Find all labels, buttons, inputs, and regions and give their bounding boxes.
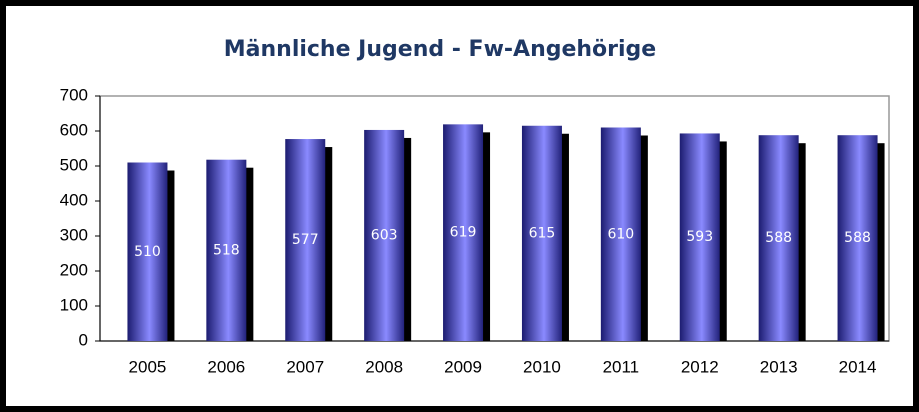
data-label: 619 (450, 225, 477, 241)
bar (600, 127, 641, 341)
x-tick-label: 2008 (365, 357, 403, 376)
data-label: 577 (292, 232, 319, 248)
data-label: 510 (134, 244, 161, 260)
bar (443, 124, 484, 341)
bar (206, 159, 247, 341)
x-tick-label: 2010 (523, 357, 561, 376)
bar (758, 135, 799, 341)
data-label: 588 (765, 230, 792, 246)
y-tick-label: 600 (60, 120, 88, 139)
y-tick-label: 200 (60, 260, 88, 279)
y-tick-label: 100 (60, 295, 88, 314)
data-label: 588 (844, 230, 871, 246)
data-label: 518 (213, 242, 240, 258)
bar (521, 125, 562, 341)
y-tick-label: 700 (60, 85, 88, 104)
x-tick-label: 2005 (129, 357, 167, 376)
bar (127, 162, 168, 341)
data-label: 593 (686, 229, 713, 245)
x-tick-label: 2011 (603, 357, 640, 376)
y-tick-label: 500 (60, 155, 88, 174)
data-label: 603 (371, 227, 398, 243)
y-tick-label: 300 (60, 225, 88, 244)
bar (837, 135, 878, 341)
y-tick-label: 400 (60, 190, 88, 209)
y-tick-label: 0 (79, 330, 88, 349)
bar (679, 133, 720, 341)
chart-title: Männliche Jugend - Fw-Angehörige (224, 37, 656, 62)
x-tick-label: 2013 (760, 357, 798, 376)
x-tick-label: 2014 (839, 357, 877, 376)
x-tick-label: 2009 (444, 357, 482, 376)
data-label: 615 (529, 225, 556, 241)
bar (285, 139, 326, 341)
x-tick-label: 2012 (681, 357, 719, 376)
data-label: 610 (607, 226, 634, 242)
bar (364, 129, 405, 341)
x-tick-label: 2006 (207, 357, 245, 376)
x-tick-label: 2007 (286, 357, 324, 376)
